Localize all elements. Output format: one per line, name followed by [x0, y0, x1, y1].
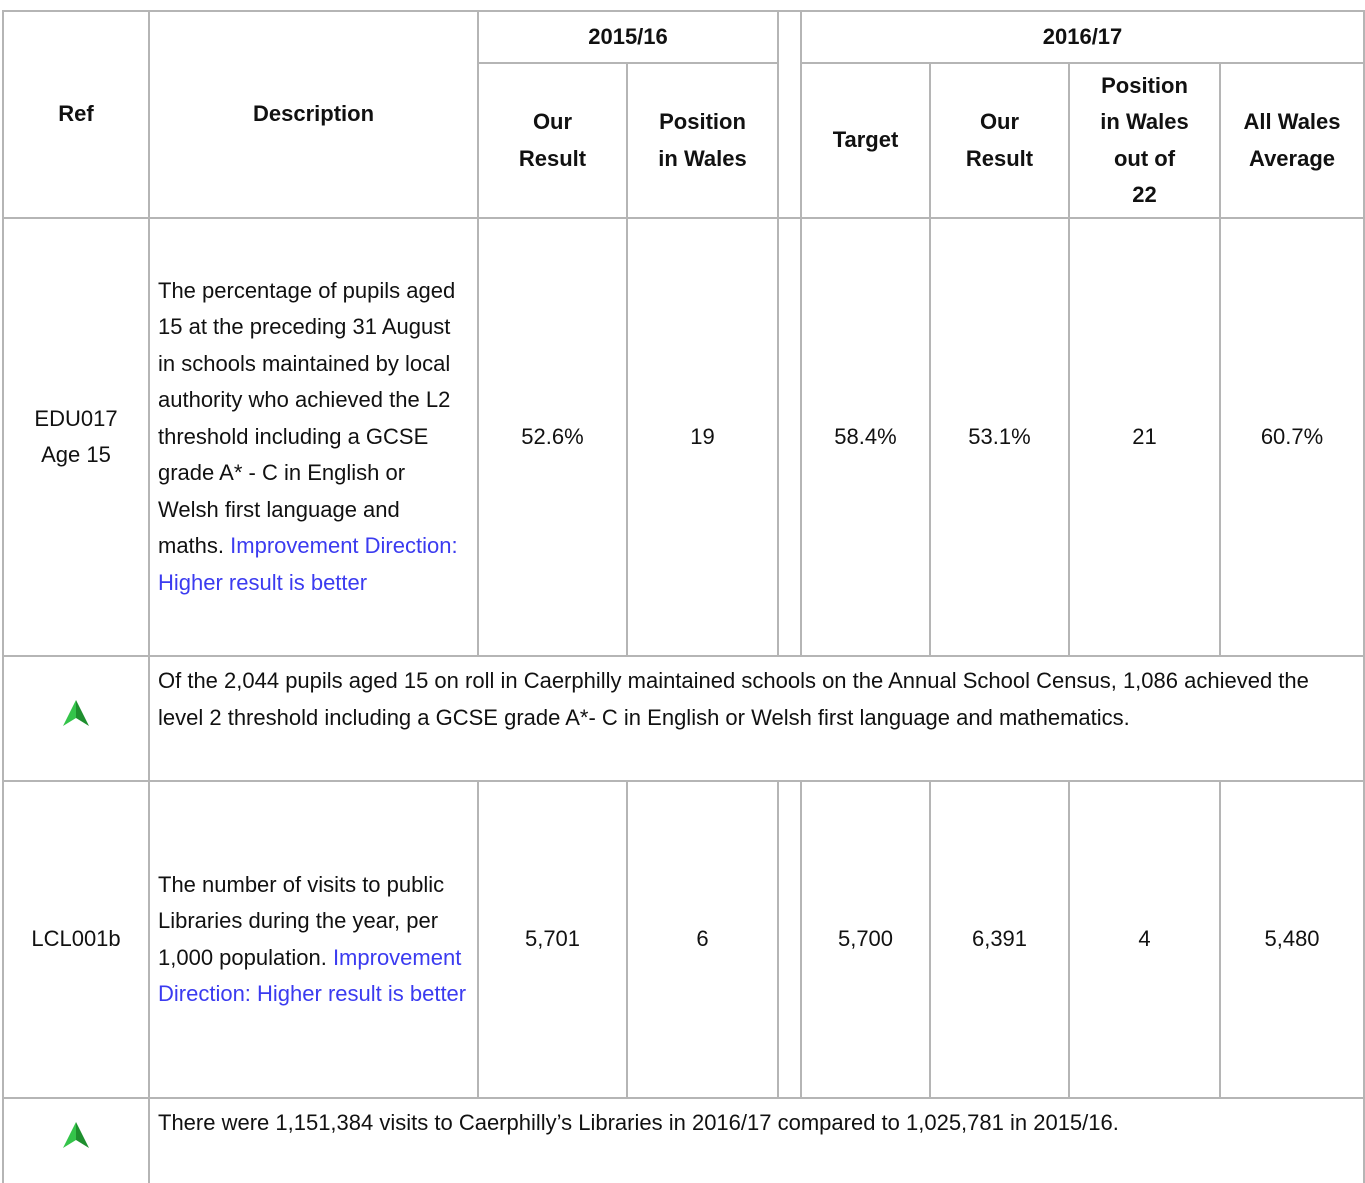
text-line: in Wales — [1100, 109, 1189, 134]
text-line: out of — [1113, 145, 1176, 171]
performance-table: Ref Description 2015/16 2016/17 Our Result Pos… — [2, 10, 1365, 1183]
description-text: The percentage of pupils aged 15 at the … — [158, 277, 456, 559]
commentary-row: There were 1,151,384 visits to Caerphill… — [2, 1097, 1365, 1183]
value-cell: 60.7% — [1218, 217, 1365, 657]
description-cell: The percentage of pupils aged 15 at the … — [148, 217, 479, 657]
commentary-row: Of the 2,044 pupils aged 15 on roll in C… — [2, 655, 1365, 782]
value-cell: 5,701 — [477, 780, 628, 1099]
value-cell: 5,700 — [800, 780, 931, 1099]
text-line: Position — [1101, 72, 1188, 98]
header-row: Ref Description 2015/16 2016/17 — [2, 10, 1365, 219]
gap-cell — [777, 217, 802, 657]
gap-cell — [777, 780, 802, 1099]
text-line: Target — [832, 127, 899, 153]
text-line: Result — [965, 145, 1034, 171]
header-cell: Description — [148, 10, 479, 219]
ref-cell: LCL001b — [2, 780, 150, 1099]
value-cell: 19 — [626, 217, 779, 657]
value-cell: 5,480 — [1218, 780, 1365, 1099]
column-header: Our Result — [477, 62, 628, 219]
trend-arrow-icon — [63, 699, 89, 726]
header-row: Our Result Position in Wales Target Our Result… — [3, 62, 1365, 219]
commentary-cell: Of the 2,044 pupils aged 15 on roll in C… — [147, 655, 1365, 782]
column-header: Position in Wales out of 22 — [1068, 62, 1221, 219]
commentary-cell: There were 1,151,384 visits to Caerphill… — [147, 1097, 1365, 1183]
text-line: Our — [532, 109, 573, 134]
year-header: 2016/17 — [799, 10, 1365, 64]
text-line: Position — [659, 109, 746, 134]
value-cell: 21 — [1068, 217, 1221, 657]
value-cell: 6 — [626, 780, 779, 1099]
trend-arrow-icon — [63, 1122, 89, 1149]
value-cell: 52.6% — [477, 217, 628, 657]
ref-cell: EDU017 Age 15 — [2, 217, 150, 657]
description-cell: The number of visits to public Libraries… — [148, 780, 479, 1099]
gap-cell — [777, 10, 802, 219]
text-line: Our — [979, 109, 1020, 134]
data-row: LCL001b The number of visits to public Li… — [2, 780, 1365, 1099]
text-line: Age 15 — [41, 442, 111, 467]
column-header: Position in Wales — [626, 62, 779, 219]
text-line: in Wales — [658, 145, 747, 171]
icon-cell — [2, 655, 150, 782]
value-cell: 53.1% — [929, 217, 1070, 657]
text-line: Result — [518, 145, 587, 171]
text-line: All Wales — [1243, 109, 1341, 134]
text-line: 22 — [1132, 182, 1157, 207]
data-row: EDU017 Age 15 The percentage of pupils age… — [2, 217, 1365, 657]
value-cell: 4 — [1068, 780, 1221, 1099]
column-header: Target — [800, 62, 931, 219]
text-line: LCL001b — [31, 926, 121, 952]
description-text: The number of visits to public Libraries… — [158, 871, 445, 970]
improvement-direction: Improvement Direction: Higher result is … — [158, 533, 458, 595]
text-line: EDU017 — [34, 405, 118, 431]
improvement-direction: Improvement Direction: Higher result is … — [158, 944, 467, 1007]
column-header: All Wales Average — [1218, 62, 1365, 219]
year-header: 2015/16 — [477, 10, 779, 64]
icon-cell — [2, 1097, 150, 1183]
column-header: Our Result — [929, 62, 1070, 219]
value-cell: 58.4% — [800, 217, 931, 657]
text-line: Average — [1249, 145, 1336, 171]
header-cell: Ref — [2, 10, 150, 219]
value-cell: 6,391 — [929, 780, 1070, 1099]
